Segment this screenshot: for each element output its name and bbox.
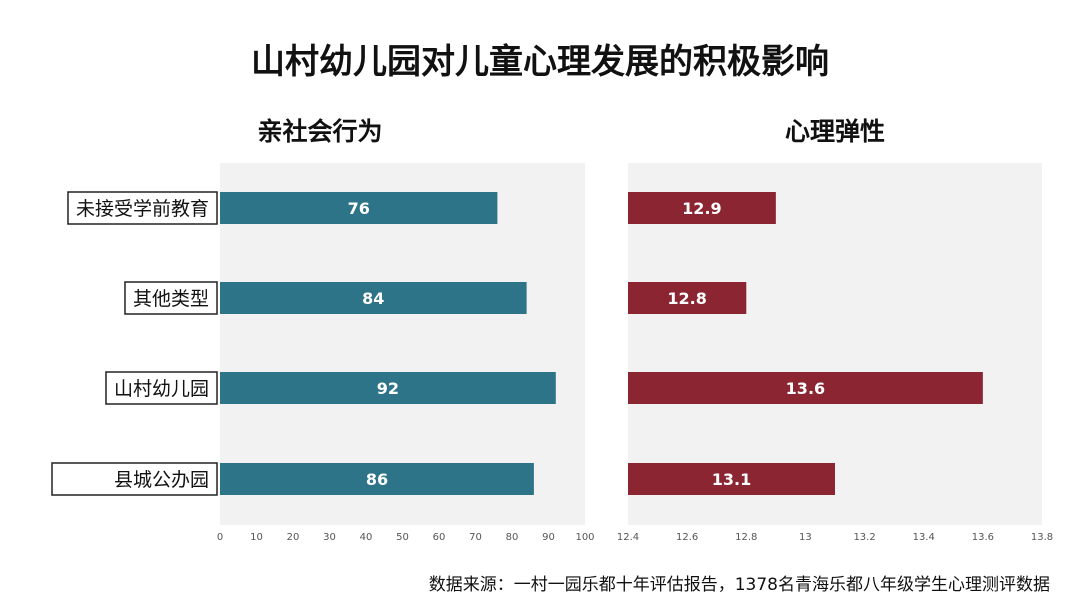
tick-label: 70 [469, 532, 482, 543]
tick-label: 12.4 [617, 532, 639, 543]
bar-0 [628, 192, 776, 224]
tick-label: 40 [360, 532, 373, 543]
tick-label: 20 [287, 532, 300, 543]
data-label-2: 13.6 [786, 379, 825, 398]
bar-3 [628, 463, 835, 495]
bar-3 [220, 463, 534, 495]
source-note: 数据来源：一村一园乐都十年评估报告，1378名青海乐都八年级学生心理测评数据 [428, 575, 1050, 595]
data-label-3: 13.1 [712, 470, 751, 489]
data-label-0: 12.9 [682, 199, 721, 218]
tick-label: 13.2 [853, 532, 875, 543]
bar-0 [220, 192, 498, 224]
chart-title: 山村幼儿园对儿童心理发展的积极影响 [251, 42, 829, 82]
data-label-1: 12.8 [667, 289, 706, 308]
category-box-0 [67, 191, 218, 225]
tick-label: 10 [250, 532, 263, 543]
data-label-1: 84 [362, 289, 384, 308]
tick-label: 50 [396, 532, 409, 543]
bar-1 [220, 282, 527, 314]
right-panel-title: 心理弹性 [784, 117, 885, 146]
tick-label: 30 [323, 532, 336, 543]
tick-label: 90 [542, 532, 555, 543]
tick-label: 13.4 [913, 532, 935, 543]
tick-label: 100 [575, 532, 594, 543]
data-label-3: 86 [366, 470, 388, 489]
category-box-1 [124, 281, 218, 315]
data-label-0: 76 [348, 199, 370, 218]
bar-2 [628, 372, 983, 404]
tick-label: 60 [433, 532, 446, 543]
tick-label: 0 [217, 532, 223, 543]
tick-label: 13.8 [1031, 532, 1053, 543]
tick-label: 80 [506, 532, 519, 543]
bar-2 [220, 372, 556, 404]
category-label-1: 其他类型 [133, 288, 209, 310]
category-box-3 [51, 462, 218, 496]
category-label-0: 未接受学前教育 [76, 198, 209, 220]
tick-label: 13.6 [972, 532, 994, 543]
data-label-2: 92 [377, 379, 399, 398]
left-panel-title: 亲社会行为 [257, 117, 383, 146]
category-label-3: 县城公办园 [114, 469, 209, 491]
tick-label: 12.8 [735, 532, 757, 543]
category-box-2 [105, 371, 218, 405]
tick-label: 12.6 [676, 532, 698, 543]
tick-label: 13 [799, 532, 812, 543]
category-label-2: 山村幼儿园 [114, 378, 209, 400]
bar-1 [628, 282, 747, 314]
